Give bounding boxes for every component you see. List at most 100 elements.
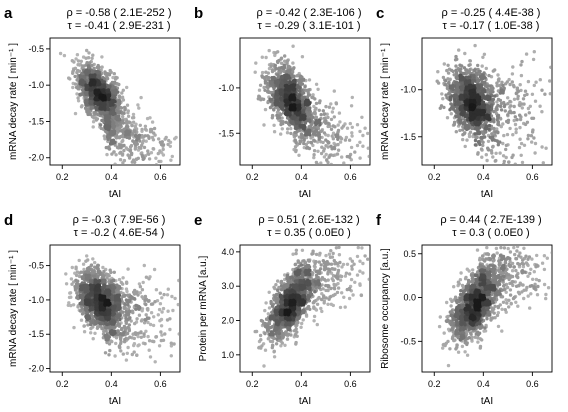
data-point	[161, 153, 166, 157]
data-point	[118, 345, 122, 350]
data-point	[285, 131, 290, 135]
data-point	[82, 267, 86, 272]
data-point	[118, 332, 123, 336]
data-point	[95, 112, 99, 116]
data-point	[319, 161, 323, 164]
data-point	[460, 87, 465, 91]
data-point	[166, 287, 170, 291]
data-point	[492, 126, 496, 131]
data-point	[105, 152, 109, 157]
data-point	[290, 93, 294, 97]
data-point	[306, 140, 310, 144]
data-point	[79, 270, 83, 274]
data-point	[72, 68, 76, 72]
data-point	[93, 331, 97, 335]
data-point	[533, 141, 538, 146]
data-point	[501, 89, 505, 93]
data-point	[476, 79, 480, 84]
data-point	[490, 151, 494, 155]
data-point	[138, 123, 142, 128]
data-point	[312, 104, 316, 109]
data-point	[473, 43, 477, 48]
stat-rho: ρ = -0.42 ( 2.3E-106 )	[256, 7, 361, 19]
data-point	[160, 310, 164, 314]
data-point	[153, 300, 157, 304]
data-point	[512, 118, 516, 123]
data-point	[156, 151, 160, 156]
data-point	[457, 48, 461, 52]
data-point	[446, 63, 450, 67]
stat-tau: τ = -0.2 ( 4.6E-54 )	[74, 227, 165, 239]
data-point	[472, 104, 477, 109]
data-point	[358, 140, 362, 144]
data-point	[153, 360, 157, 364]
data-point	[117, 316, 121, 320]
data-point	[530, 130, 535, 134]
data-point	[499, 108, 504, 112]
data-point	[270, 97, 274, 102]
data-point	[326, 141, 331, 145]
data-point	[131, 310, 135, 315]
data-point	[99, 321, 104, 326]
data-point	[89, 331, 93, 335]
x-axis-label: tAI	[109, 189, 121, 200]
data-point	[517, 145, 522, 150]
data-point	[119, 106, 124, 110]
data-point	[317, 133, 321, 137]
data-point	[311, 93, 315, 97]
data-point	[531, 57, 536, 62]
data-point	[112, 140, 116, 144]
data-point	[291, 61, 295, 65]
data-point	[294, 149, 298, 154]
data-point	[289, 131, 293, 136]
data-point	[154, 156, 158, 160]
data-point	[306, 100, 310, 105]
stat-tau: τ = -0.41 ( 2.9E-231 )	[67, 20, 170, 32]
x-axis-label: tAI	[481, 189, 493, 200]
data-point	[314, 115, 318, 119]
x-tick-label: 0.2	[428, 172, 441, 182]
scatter-points	[64, 254, 179, 364]
data-point	[127, 130, 132, 134]
data-point	[325, 158, 329, 162]
scatter-points	[435, 43, 551, 164]
data-point	[326, 145, 330, 149]
data-point	[143, 134, 147, 138]
data-point	[149, 302, 154, 306]
data-point	[70, 265, 75, 270]
data-point	[526, 79, 531, 84]
data-point	[76, 84, 81, 89]
data-point	[472, 92, 477, 96]
data-point	[116, 126, 120, 130]
data-point	[80, 275, 84, 279]
data-point	[297, 111, 302, 115]
data-point	[120, 91, 124, 95]
data-point	[138, 285, 143, 289]
data-point	[435, 79, 439, 83]
data-point	[161, 306, 166, 311]
data-point	[297, 153, 301, 157]
data-point	[84, 276, 89, 281]
data-point	[164, 135, 168, 140]
data-point	[275, 110, 280, 115]
data-point	[279, 65, 284, 70]
data-point	[534, 80, 538, 84]
data-point	[312, 126, 316, 130]
data-point	[71, 85, 75, 90]
data-point	[157, 344, 162, 348]
data-point	[103, 137, 107, 141]
data-point	[336, 148, 341, 152]
data-point	[519, 153, 523, 157]
data-point	[329, 102, 333, 106]
data-point	[117, 110, 122, 115]
data-point	[166, 142, 170, 147]
data-point	[114, 341, 118, 346]
data-point	[130, 160, 134, 164]
data-point	[93, 90, 98, 94]
data-point	[315, 140, 320, 144]
data-point	[120, 326, 124, 331]
data-point	[496, 130, 500, 135]
data-point	[318, 123, 322, 127]
data-point	[469, 93, 474, 97]
